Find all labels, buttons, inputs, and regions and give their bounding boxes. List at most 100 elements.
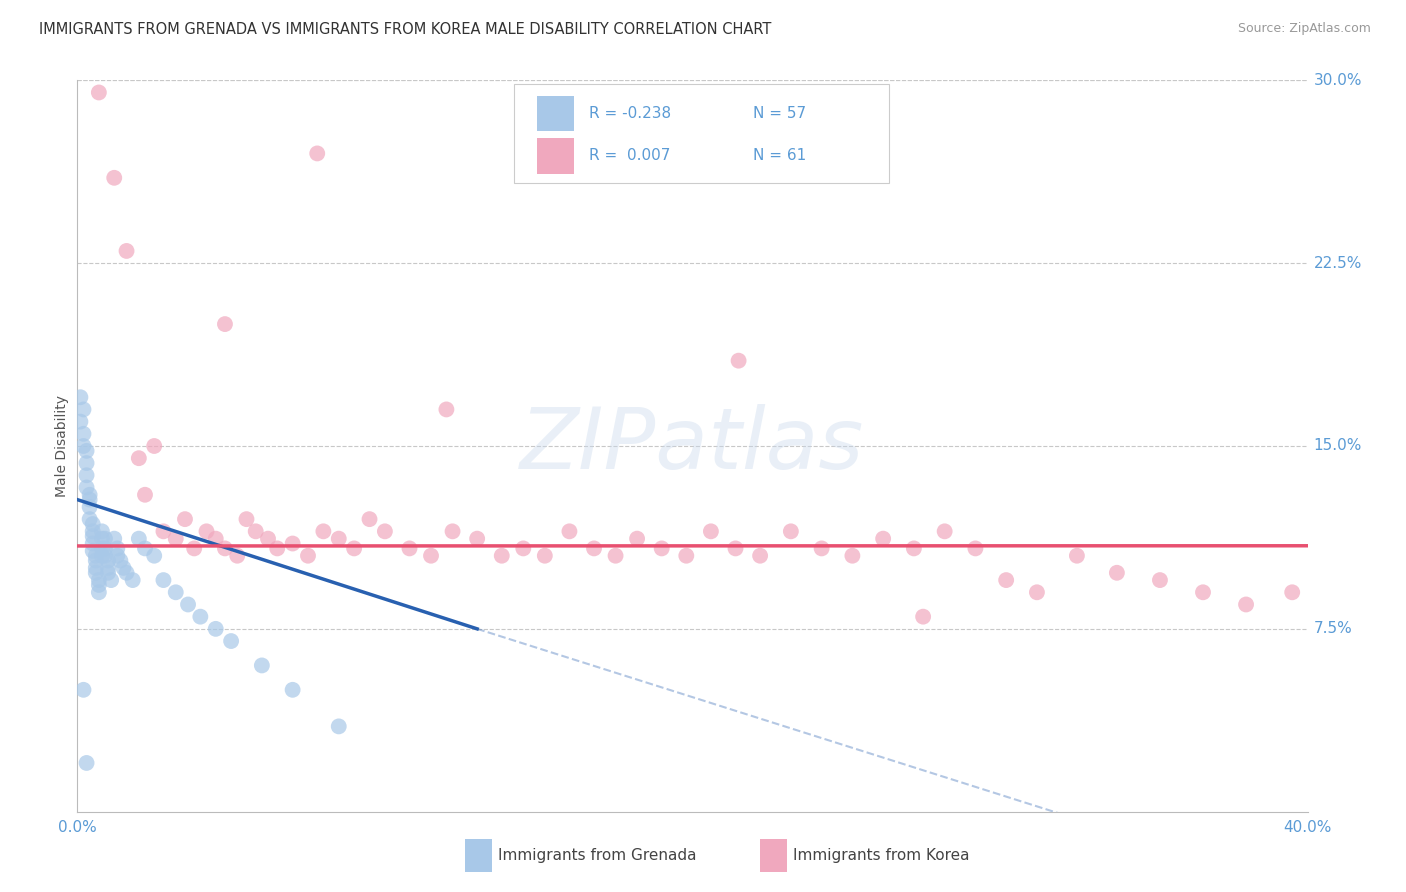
Text: R = -0.238: R = -0.238 xyxy=(589,105,671,120)
Point xyxy=(420,549,443,563)
Text: N = 61: N = 61 xyxy=(752,148,806,162)
Point xyxy=(134,541,156,556)
Point xyxy=(1026,585,1049,599)
Point xyxy=(87,573,110,587)
Text: 15.0%: 15.0% xyxy=(1313,439,1362,453)
Point xyxy=(195,524,218,539)
Point xyxy=(84,553,107,567)
Point xyxy=(903,541,925,556)
Point xyxy=(312,524,335,539)
Point xyxy=(76,480,98,494)
Text: 22.5%: 22.5% xyxy=(1313,256,1362,270)
Point xyxy=(105,541,128,556)
Point xyxy=(72,402,94,417)
Point xyxy=(214,541,236,556)
Text: Source: ZipAtlas.com: Source: ZipAtlas.com xyxy=(1237,22,1371,36)
Point xyxy=(912,609,935,624)
Point xyxy=(128,532,150,546)
Point xyxy=(84,549,107,563)
Point xyxy=(97,561,120,575)
Point xyxy=(583,541,606,556)
Point xyxy=(626,532,648,546)
Point xyxy=(328,532,350,546)
Point xyxy=(103,532,125,546)
Point xyxy=(174,512,197,526)
Text: R =  0.007: R = 0.007 xyxy=(589,148,671,162)
Point xyxy=(219,634,242,648)
Point xyxy=(72,439,94,453)
Point xyxy=(76,456,98,470)
Text: IMMIGRANTS FROM GRENADA VS IMMIGRANTS FROM KOREA MALE DISABILITY CORRELATION CHA: IMMIGRANTS FROM GRENADA VS IMMIGRANTS FR… xyxy=(39,22,772,37)
Point xyxy=(112,561,135,575)
Text: Immigrants from Korea: Immigrants from Korea xyxy=(793,848,970,863)
Point xyxy=(82,536,104,550)
Point xyxy=(90,549,114,563)
Point xyxy=(103,170,125,185)
Point xyxy=(1234,598,1257,612)
Point xyxy=(605,549,627,563)
Point xyxy=(727,353,749,368)
Point xyxy=(934,524,956,539)
Point xyxy=(749,549,772,563)
Point xyxy=(359,512,381,526)
Point xyxy=(94,532,117,546)
Point xyxy=(204,622,226,636)
Point xyxy=(441,524,464,539)
Point xyxy=(97,566,120,580)
Bar xyxy=(761,838,787,871)
Text: 7.5%: 7.5% xyxy=(1313,622,1353,636)
Point xyxy=(90,532,114,546)
Point xyxy=(69,390,91,404)
Text: ZIPatlas: ZIPatlas xyxy=(520,404,865,488)
Point xyxy=(245,524,267,539)
Point xyxy=(226,549,249,563)
Point xyxy=(72,682,94,697)
Point xyxy=(82,544,104,558)
Point xyxy=(297,549,319,563)
Point xyxy=(76,756,98,770)
Point xyxy=(841,549,863,563)
Point xyxy=(810,541,832,556)
Point xyxy=(700,524,723,539)
Point xyxy=(100,573,122,587)
Point xyxy=(491,549,513,563)
Point xyxy=(374,524,396,539)
Point xyxy=(143,549,166,563)
Point xyxy=(87,86,110,100)
Point xyxy=(79,512,101,526)
Point xyxy=(1281,585,1303,599)
Point xyxy=(307,146,329,161)
Point xyxy=(72,426,94,441)
Point xyxy=(90,524,114,539)
Point xyxy=(872,532,894,546)
Point xyxy=(165,532,187,546)
Point xyxy=(1105,566,1128,580)
Point xyxy=(115,566,138,580)
Text: 30.0%: 30.0% xyxy=(1313,73,1362,87)
Y-axis label: Male Disability: Male Disability xyxy=(55,395,69,497)
Point xyxy=(281,682,304,697)
Point xyxy=(82,524,104,539)
Point xyxy=(266,541,288,556)
Point xyxy=(87,578,110,592)
Point xyxy=(343,541,366,556)
Point xyxy=(177,598,200,612)
Point xyxy=(152,573,174,587)
Text: Immigrants from Grenada: Immigrants from Grenada xyxy=(498,848,696,863)
Point xyxy=(69,415,91,429)
Point xyxy=(995,573,1018,587)
Point xyxy=(214,317,236,331)
Point xyxy=(90,541,114,556)
Point xyxy=(1066,549,1088,563)
Point xyxy=(188,609,212,624)
Point xyxy=(651,541,673,556)
Point xyxy=(143,439,166,453)
Bar xyxy=(537,138,575,174)
Text: N = 57: N = 57 xyxy=(752,105,806,120)
Point xyxy=(94,541,117,556)
Point xyxy=(534,549,557,563)
Point xyxy=(82,516,104,531)
Point xyxy=(1149,573,1171,587)
Point xyxy=(558,524,581,539)
Point xyxy=(87,585,110,599)
